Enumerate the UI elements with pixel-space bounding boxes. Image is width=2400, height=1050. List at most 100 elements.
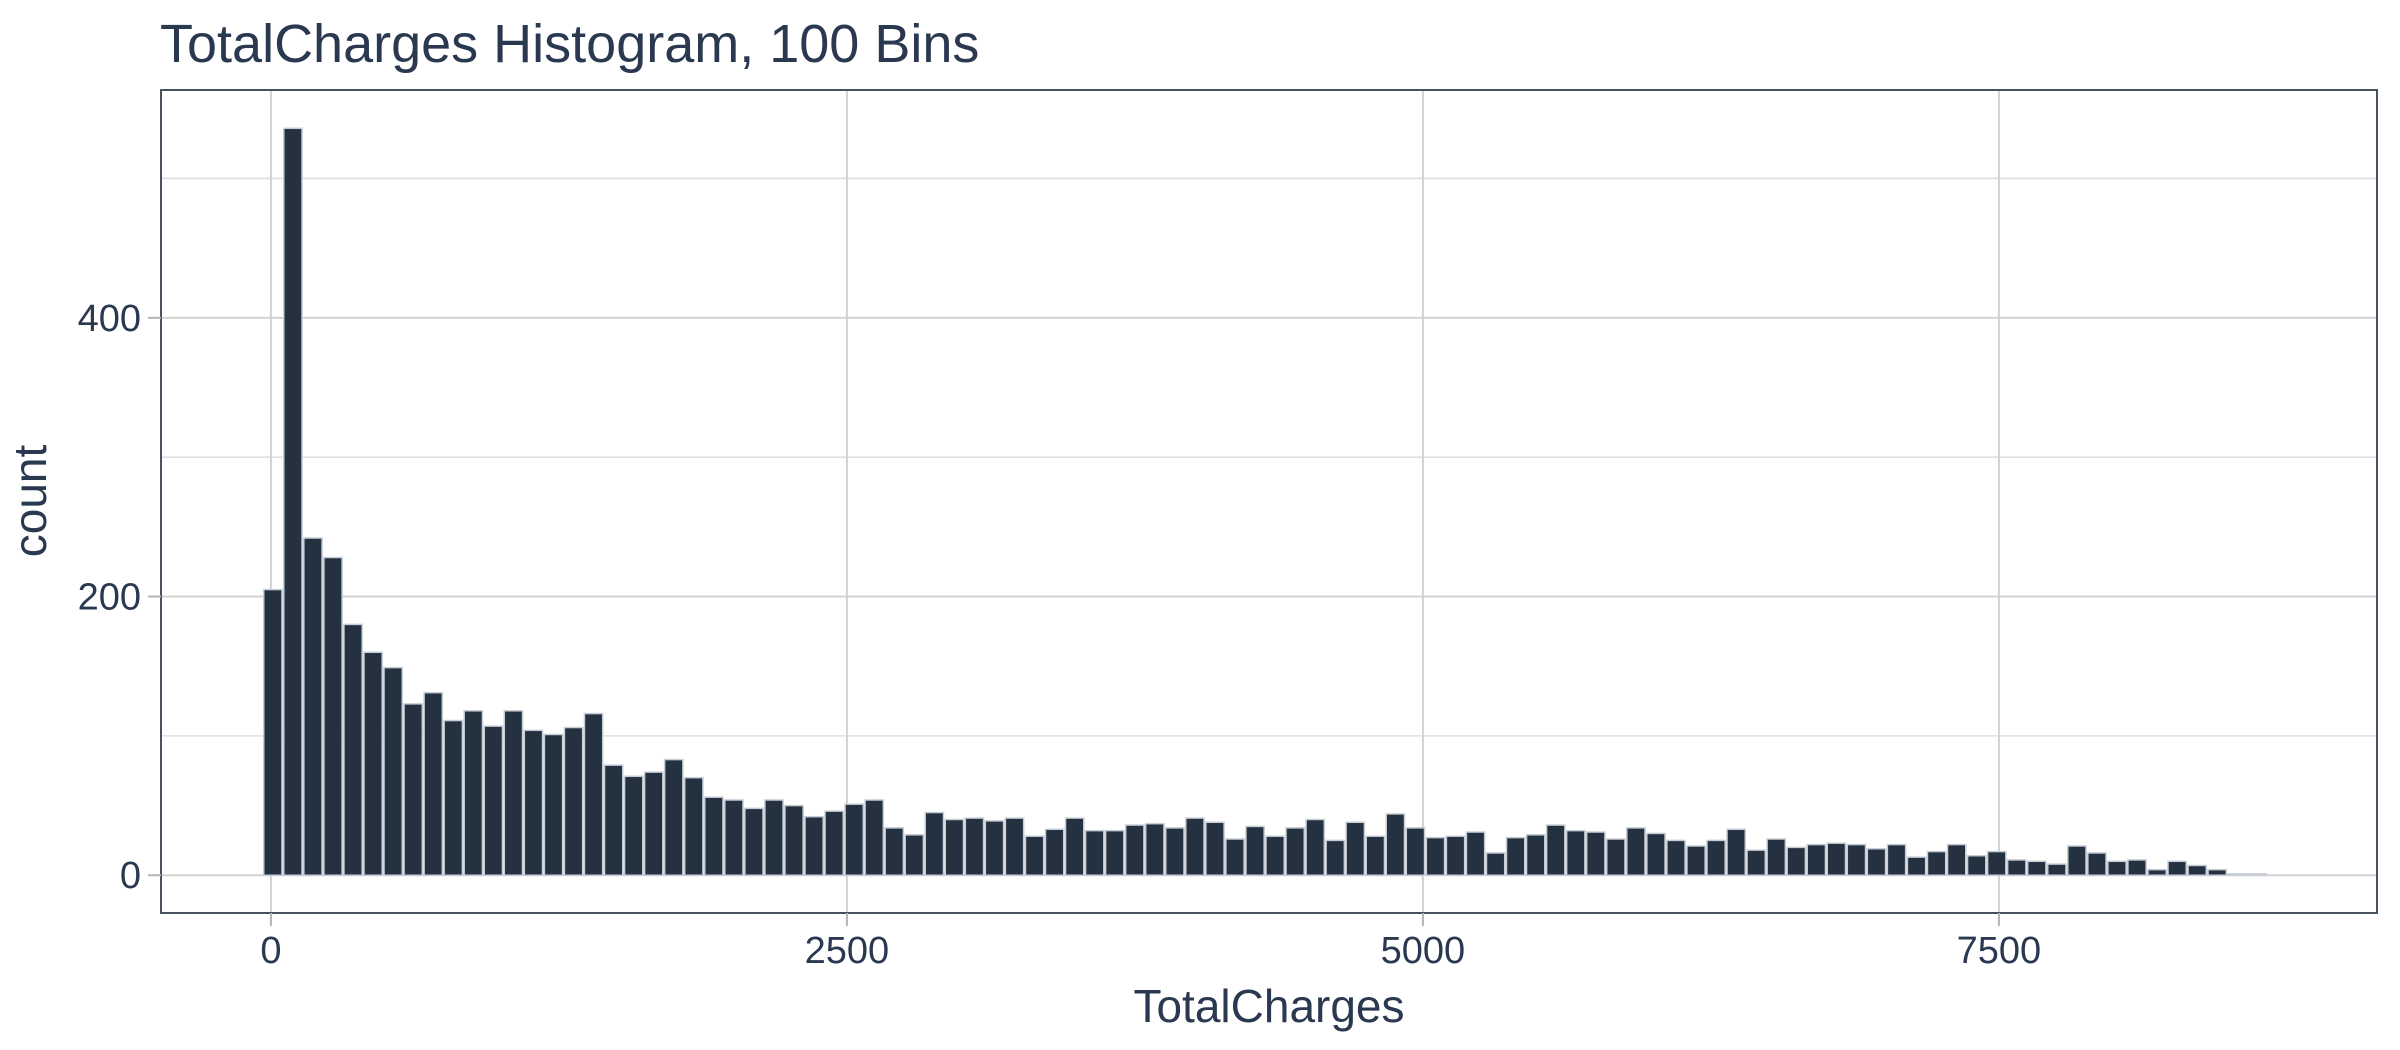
histogram-bar xyxy=(2227,873,2248,876)
histogram-bar xyxy=(643,771,664,876)
histogram-bar xyxy=(944,818,965,876)
histogram-bar xyxy=(683,776,704,876)
histogram-bar xyxy=(262,588,283,876)
histogram-bar xyxy=(1806,843,1827,876)
histogram-bar xyxy=(824,810,844,876)
histogram-bar xyxy=(483,725,504,876)
histogram-bar xyxy=(1285,827,1306,876)
histogram-bar xyxy=(283,127,303,876)
ticks-layer xyxy=(148,316,2000,926)
histogram-bar xyxy=(1846,843,1867,876)
histogram-bar xyxy=(1666,839,1686,876)
histogram-bar xyxy=(1144,822,1165,876)
histogram-bar xyxy=(1966,854,1987,876)
tick-labels-layer: 0 2500 5000 7500 0 200 400 xyxy=(78,298,2042,972)
histogram-bar xyxy=(2026,860,2047,876)
bars-layer xyxy=(262,127,2268,876)
histogram-bar xyxy=(1906,856,1927,876)
histogram-bar xyxy=(1445,835,1466,876)
histogram-bar xyxy=(964,817,985,876)
y-tick-label: 0 xyxy=(120,855,141,897)
y-tick-label: 200 xyxy=(78,577,141,619)
histogram-bar xyxy=(1385,813,1406,876)
histogram-bar xyxy=(1345,821,1366,876)
histogram-bar xyxy=(583,712,604,876)
histogram-bar xyxy=(864,799,885,876)
histogram-bar xyxy=(443,719,464,876)
histogram-bar xyxy=(1124,824,1145,876)
histogram-bar xyxy=(804,815,824,876)
histogram-bar xyxy=(2006,859,2027,876)
histogram-bar xyxy=(1185,817,1205,876)
histogram-bar xyxy=(1766,838,1787,876)
histogram-bar xyxy=(1405,827,1426,876)
histogram-bar xyxy=(1044,828,1065,876)
histogram-bar xyxy=(1165,827,1185,876)
histogram-bar xyxy=(1104,829,1125,876)
histogram-bar xyxy=(1024,835,1045,876)
histogram-bar xyxy=(703,796,724,876)
histogram-bar xyxy=(884,827,905,876)
histogram-bar xyxy=(503,710,524,876)
histogram-bar xyxy=(1225,838,1245,876)
histogram-bar xyxy=(1205,821,1225,876)
y-tick-label: 400 xyxy=(78,298,141,340)
x-tick-label: 0 xyxy=(260,930,281,972)
histogram-bar xyxy=(1706,839,1726,876)
histogram-bar xyxy=(2127,859,2147,876)
histogram-bar xyxy=(623,775,644,876)
histogram-bar xyxy=(1325,839,1346,876)
histogram-bar xyxy=(1585,831,1606,876)
histogram-bar xyxy=(2046,863,2067,876)
histogram-bar xyxy=(1606,838,1626,876)
histogram-bar xyxy=(1886,843,1907,876)
histogram-bar xyxy=(1004,817,1025,876)
histogram-bar xyxy=(1084,829,1105,876)
histogram-bar xyxy=(1265,835,1285,876)
histogram-bar xyxy=(1866,848,1887,876)
histogram-bar xyxy=(1565,829,1586,876)
histogram-bar xyxy=(1545,824,1566,876)
histogram-bar xyxy=(603,764,624,876)
histogram-bar xyxy=(1746,849,1767,876)
histogram-bar xyxy=(563,726,584,876)
histogram-bar xyxy=(764,799,784,876)
histogram-bar xyxy=(1626,827,1646,876)
histogram-bar xyxy=(984,820,1005,876)
panel-border xyxy=(160,89,2378,914)
x-tick-label: 5000 xyxy=(1381,930,1466,972)
histogram-bar xyxy=(2067,845,2087,876)
histogram-bar xyxy=(2087,852,2107,876)
histogram-bar xyxy=(1986,850,2007,876)
histogram-bar xyxy=(2207,868,2228,876)
histogram-bar xyxy=(2247,873,2268,876)
histogram-bar xyxy=(1465,831,1486,876)
histogram-bar xyxy=(1245,825,1265,876)
histogram-bar xyxy=(2187,864,2208,876)
histogram-bar xyxy=(403,703,424,876)
histogram-bar xyxy=(924,811,945,876)
histogram-bar xyxy=(1505,836,1526,876)
histogram-bar xyxy=(1826,842,1847,876)
histogram-bar xyxy=(904,834,925,876)
histogram-bar xyxy=(724,799,744,876)
histogram-bar xyxy=(303,537,323,876)
histogram-bar xyxy=(2167,860,2187,876)
histogram-bar xyxy=(463,710,484,876)
histogram-bar xyxy=(1786,846,1807,876)
histogram-bar xyxy=(1525,834,1546,876)
histogram-bar xyxy=(1946,843,1967,876)
histogram-bar xyxy=(744,807,764,876)
histogram-bar xyxy=(383,666,404,876)
histogram-bar xyxy=(663,758,684,876)
histogram-bar xyxy=(343,623,363,876)
y-axis-title: count xyxy=(4,445,56,558)
histogram-bar xyxy=(1926,850,1947,876)
x-axis-title: TotalCharges xyxy=(1133,980,1404,1032)
histogram-bar xyxy=(323,556,343,876)
grid-minor-layer xyxy=(161,177,2377,737)
histogram-bar xyxy=(1686,845,1706,876)
histogram-bar xyxy=(1425,836,1446,876)
